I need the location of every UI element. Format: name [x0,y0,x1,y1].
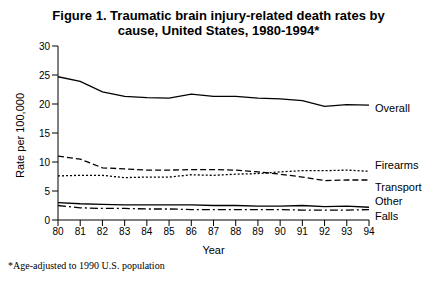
svg-text:15: 15 [39,128,51,139]
svg-text:81: 81 [75,226,87,237]
svg-text:Falls: Falls [375,210,399,222]
svg-text:Firearms: Firearms [375,159,419,171]
svg-text:90: 90 [275,226,287,237]
svg-text:80: 80 [52,226,64,237]
svg-text:88: 88 [230,226,242,237]
svg-text:25: 25 [39,70,51,81]
html-text:*Age-adjusted to 1990 U.S. pop: *Age-adjusted to 1990 U.S. population [8,260,165,271]
svg-text:84: 84 [141,226,153,237]
svg-text:0: 0 [44,215,50,226]
svg-text:Overall: Overall [375,102,410,114]
svg-text:86: 86 [186,226,198,237]
svg-text:85: 85 [164,226,176,237]
svg-text:87: 87 [208,226,220,237]
svg-text:91: 91 [297,226,309,237]
svg-text:92: 92 [319,226,331,237]
svg-text:10: 10 [39,157,51,168]
svg-text:5: 5 [44,186,50,197]
svg-text:89: 89 [252,226,264,237]
html-text:Figure 1. Traumatic brain inju: Figure 1. Traumatic brain injury-related… [52,8,385,38]
svg-text:20: 20 [39,99,51,110]
svg-text:Rate per 100,000: Rate per 100,000 [14,93,26,178]
svg-text:83: 83 [119,226,131,237]
svg-text:Transport: Transport [375,181,422,193]
svg-text:Other: Other [375,195,403,207]
svg-text:82: 82 [97,226,109,237]
svg-text:93: 93 [341,226,353,237]
svg-text:94: 94 [363,226,375,237]
svg-text:Year: Year [202,244,225,256]
svg-text:30: 30 [39,41,51,52]
